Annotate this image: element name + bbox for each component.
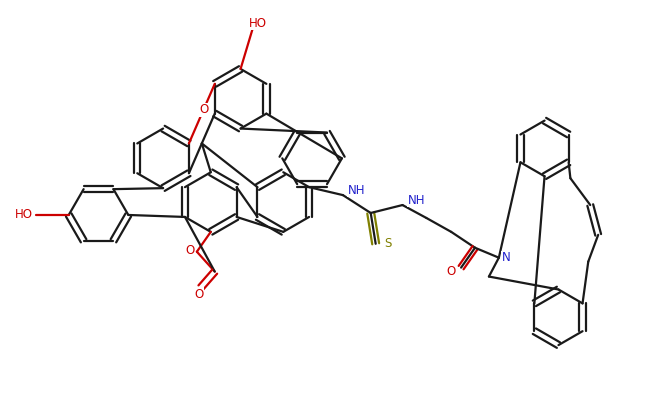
Text: O: O — [194, 288, 203, 301]
Text: O: O — [199, 103, 209, 116]
Text: O: O — [185, 244, 194, 257]
Text: N: N — [502, 251, 510, 264]
Text: NH: NH — [348, 184, 366, 197]
Text: HO: HO — [249, 17, 266, 30]
Text: O: O — [447, 265, 456, 278]
Text: NH: NH — [407, 194, 425, 207]
Text: HO: HO — [15, 208, 33, 221]
Text: S: S — [384, 237, 391, 250]
